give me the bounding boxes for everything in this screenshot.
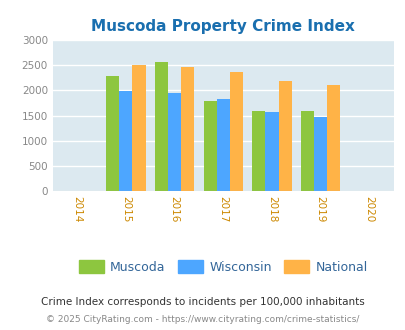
Bar xyxy=(154,62,168,191)
Bar xyxy=(313,117,326,191)
Bar xyxy=(265,113,278,191)
Bar xyxy=(119,91,132,191)
Bar xyxy=(229,72,243,191)
Bar xyxy=(181,67,194,191)
Bar xyxy=(106,76,119,191)
Bar xyxy=(132,65,145,191)
Bar xyxy=(168,93,181,191)
Bar xyxy=(278,81,291,191)
Text: © 2025 CityRating.com - https://www.cityrating.com/crime-statistics/: © 2025 CityRating.com - https://www.city… xyxy=(46,315,359,324)
Text: Crime Index corresponds to incidents per 100,000 inhabitants: Crime Index corresponds to incidents per… xyxy=(41,297,364,307)
Legend: Muscoda, Wisconsin, National: Muscoda, Wisconsin, National xyxy=(74,255,372,279)
Title: Muscoda Property Crime Index: Muscoda Property Crime Index xyxy=(91,19,354,34)
Bar xyxy=(300,111,313,191)
Bar xyxy=(252,111,265,191)
Bar xyxy=(203,101,216,191)
Bar xyxy=(216,99,229,191)
Bar xyxy=(326,85,340,191)
